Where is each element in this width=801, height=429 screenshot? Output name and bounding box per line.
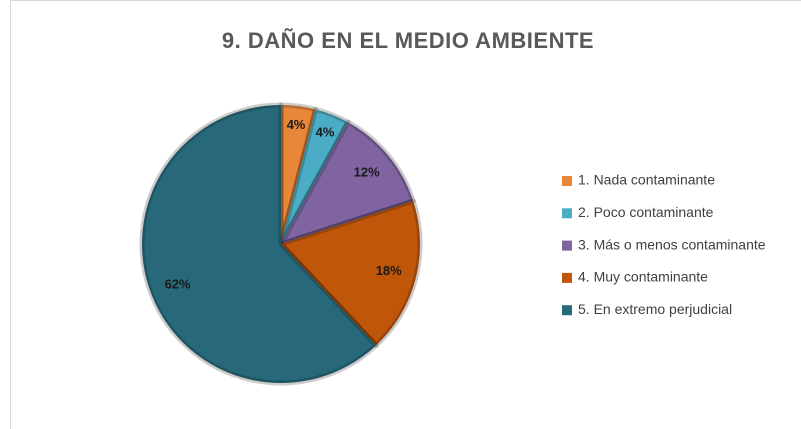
legend-swatch [562,240,572,251]
pie-slice [278,198,423,348]
data-label: 12% [354,165,380,180]
pie-slice [278,119,416,247]
legend-label: 2. Poco contaminante [578,204,714,220]
pie-slice [278,106,351,247]
legend-label: 5. En extremo perjudicial [578,301,732,317]
chart-title: 9. DAÑO EN EL MEDIO AMBIENTE [222,28,594,53]
data-label: 18% [376,263,402,278]
legend-swatch [562,208,572,219]
legend-label: 3. Más o menos contaminante [578,236,766,252]
legend-label: 4. Muy contaminante [578,269,708,285]
pie-slice [139,102,379,386]
legend-swatch [562,176,572,186]
data-label: 62% [165,276,191,291]
legend-swatch [562,305,572,316]
data-label: 4% [287,117,306,132]
pie-slice [278,102,319,247]
legend-label: 1. Nada contaminante [578,172,715,188]
legend-swatch [562,272,572,283]
data-label: 4% [316,124,335,139]
